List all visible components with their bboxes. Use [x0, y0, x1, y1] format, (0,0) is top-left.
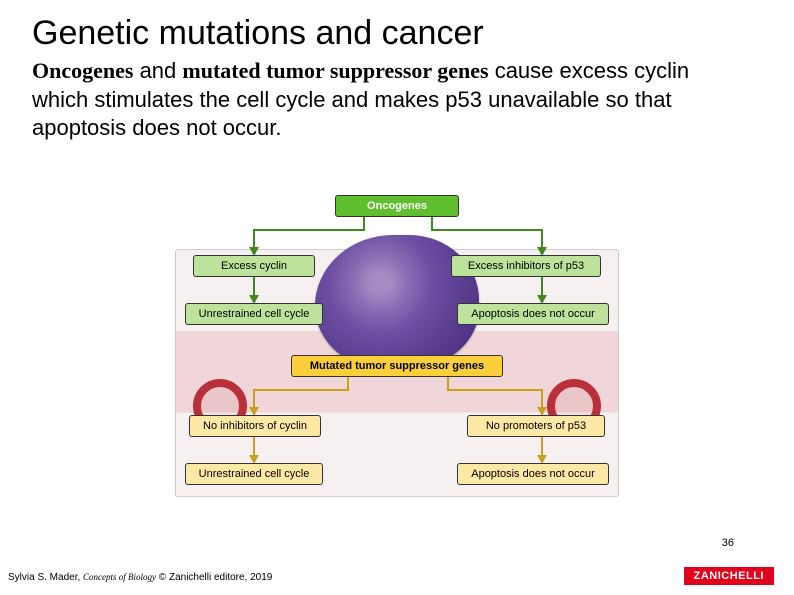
diagram: Oncogenes Excess cyclin Excess inhibitor… — [175, 195, 619, 497]
arrow-line — [253, 277, 255, 295]
mutated-term: mutated tumor suppressor genes — [182, 58, 488, 83]
excess-inhibitors-box: Excess inhibitors of p53 — [451, 255, 601, 277]
apoptosis-not-occur-box-2: Apoptosis does not occur — [457, 463, 609, 485]
arrow-line — [253, 229, 255, 247]
no-promoters-box: No promoters of p53 — [467, 415, 605, 437]
footer-book: Concepts of Biology — [83, 572, 156, 582]
arrow-line — [431, 217, 433, 229]
arrow-line — [253, 437, 255, 455]
arrow-line — [541, 229, 543, 247]
text-rest2: which stimulates the cell cycle and make… — [32, 87, 672, 141]
arrow-line — [253, 389, 349, 391]
text-and: and — [133, 58, 182, 83]
arrow-line — [253, 389, 255, 407]
arrow-line — [541, 389, 543, 407]
footer: Sylvia S. Mader, Concepts of Biology © Z… — [8, 572, 272, 583]
no-inhibitors-box: No inhibitors of cyclin — [189, 415, 321, 437]
arrow-line — [447, 377, 449, 389]
body-paragraph: Oncogenes and mutated tumor suppressor g… — [0, 55, 794, 143]
arrow-line — [541, 277, 543, 295]
apoptosis-not-occur-box-1: Apoptosis does not occur — [457, 303, 609, 325]
arrow-line — [447, 389, 543, 391]
arrow-line — [541, 437, 543, 455]
arrow-line — [347, 377, 349, 389]
zanichelli-logo: ZANICHELLI — [684, 567, 774, 585]
footer-author: Sylvia S. Mader, — [8, 572, 83, 583]
slide-title: Genetic mutations and cancer — [0, 0, 794, 55]
footer-publisher: © Zanichelli editore, 2019 — [156, 572, 272, 583]
arrow-line — [363, 217, 365, 229]
unrestrained-cycle-box-1: Unrestrained cell cycle — [185, 303, 323, 325]
oncogenes-box: Oncogenes — [335, 195, 459, 217]
excess-cyclin-box: Excess cyclin — [193, 255, 315, 277]
text-rest1: cause excess cyclin — [489, 58, 690, 83]
oncogenes-term: Oncogenes — [32, 58, 133, 83]
page-number: 36 — [722, 537, 734, 549]
mutated-suppressor-box: Mutated tumor suppressor genes — [291, 355, 503, 377]
arrow-line — [253, 229, 365, 231]
unrestrained-cycle-box-2: Unrestrained cell cycle — [185, 463, 323, 485]
arrow-line — [431, 229, 543, 231]
